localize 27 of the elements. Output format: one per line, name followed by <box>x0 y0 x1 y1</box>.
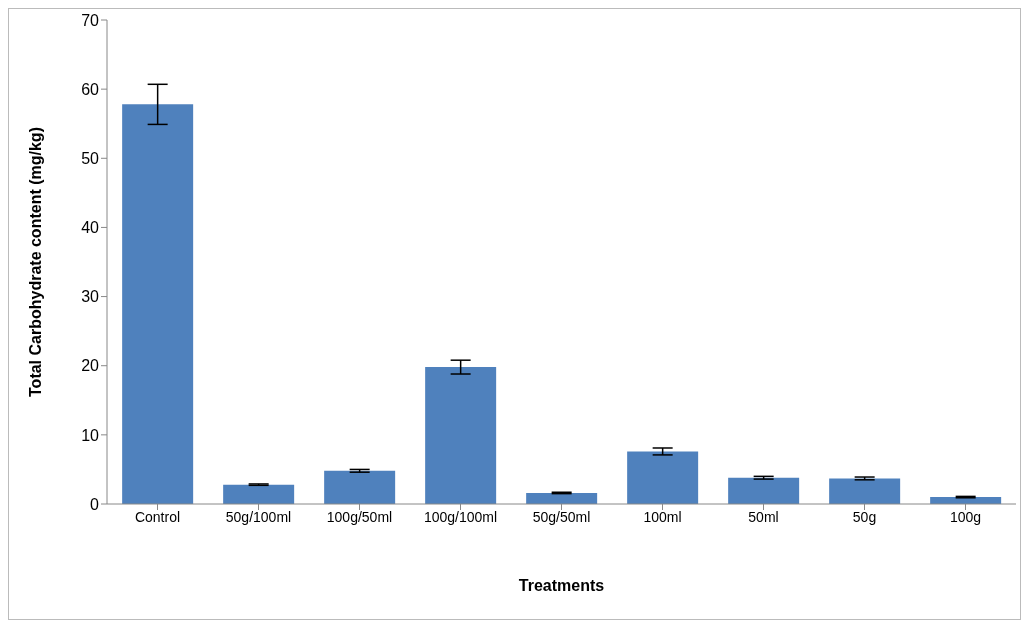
x-tick-label: 50g <box>852 508 877 525</box>
y-tick-label: 70 <box>81 11 100 29</box>
bar <box>122 104 194 504</box>
y-tick-label: 10 <box>81 426 100 444</box>
y-axis-title: Total Carbohydrate content (mg/kg) <box>26 127 44 397</box>
bar <box>425 367 497 504</box>
x-tick-label: 100g <box>949 508 982 525</box>
bar <box>627 451 699 504</box>
bar <box>324 470 396 504</box>
x-tick-label: 50g/100ml <box>225 508 292 525</box>
bar <box>829 478 901 504</box>
bar <box>728 477 800 504</box>
bar <box>223 484 295 504</box>
y-tick-label: 0 <box>90 495 100 513</box>
x-axis-title: Treatments <box>518 577 605 594</box>
bar <box>526 492 598 504</box>
y-tick-label: 40 <box>81 219 100 237</box>
x-tick-label: 50g/50ml <box>532 508 591 525</box>
x-tick-label: 100g/50ml <box>326 508 393 525</box>
x-tick-label: Control <box>134 508 181 525</box>
y-tick-label: 30 <box>81 288 100 306</box>
x-tick-label: 50ml <box>748 508 779 525</box>
y-tick-label: 60 <box>81 80 100 98</box>
y-tick-label: 20 <box>81 357 100 375</box>
x-tick-label: 100g/100ml <box>423 508 498 525</box>
y-tick-label: 50 <box>81 149 100 167</box>
x-tick-label: 100ml <box>643 508 682 525</box>
